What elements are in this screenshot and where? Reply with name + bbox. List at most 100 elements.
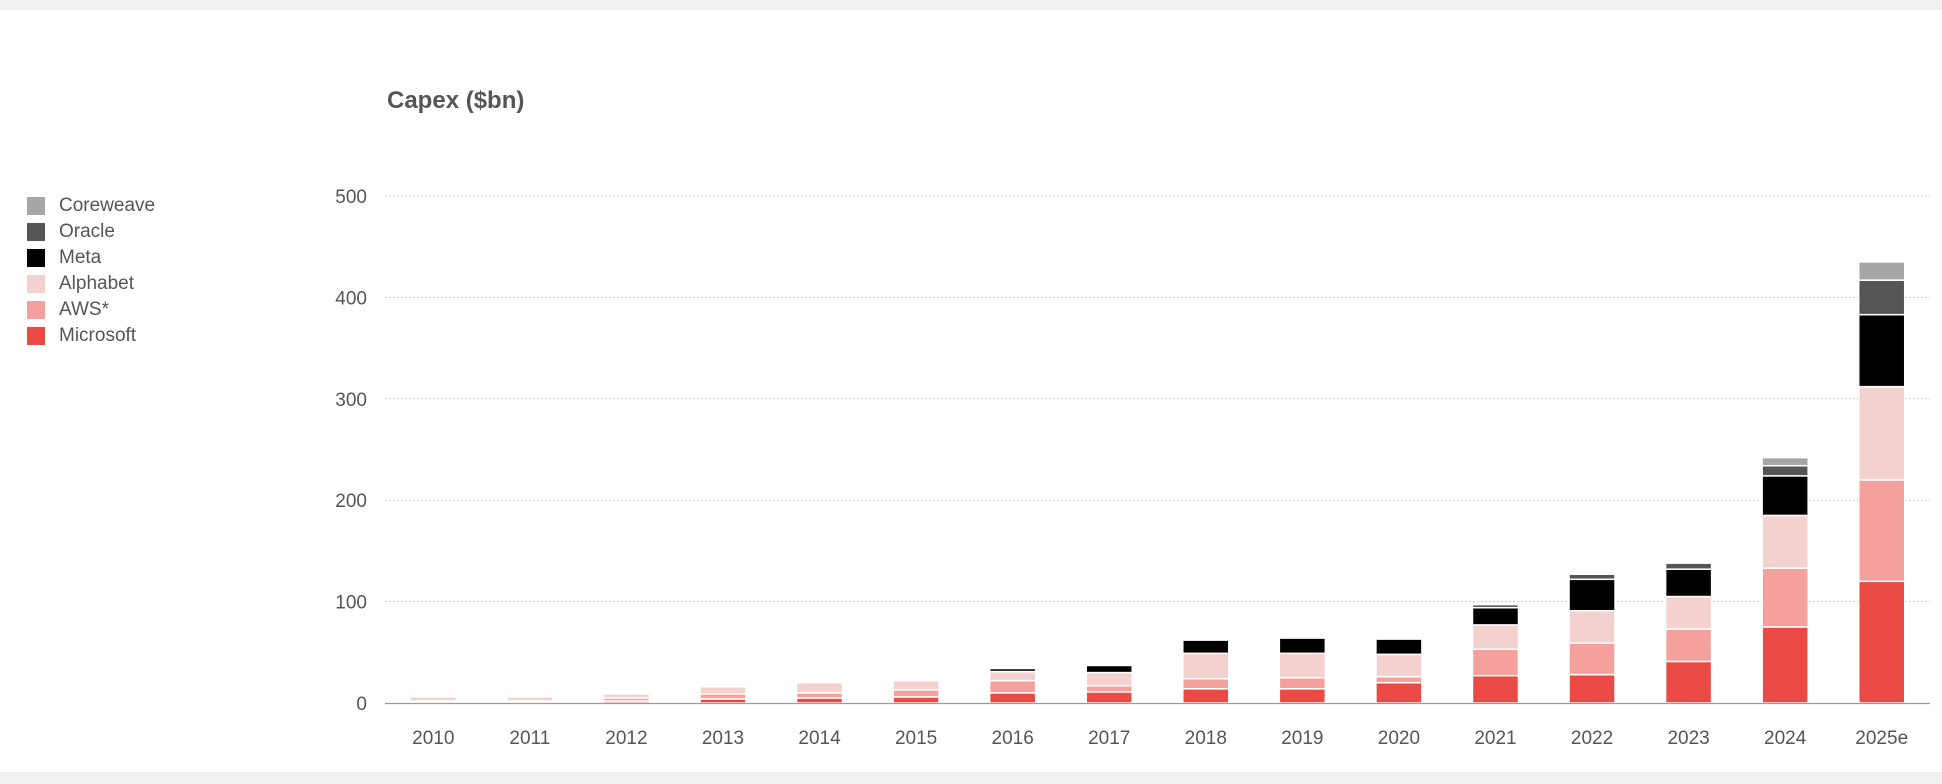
x-tick-label: 2019 [1281,728,1323,749]
x-tick-label: 2017 [1088,728,1130,749]
bar-segment [1375,638,1423,656]
bar-stack-2017 [1085,664,1133,704]
bar-segment [1471,648,1520,677]
bar-segment [1085,664,1133,674]
legend-swatch [27,327,45,345]
legend-swatch [27,249,45,267]
legend-item: Meta [27,245,155,271]
bar-segment [1278,652,1327,679]
bar-segment [1857,279,1906,316]
legend-swatch [27,301,45,319]
bar-segment [1375,681,1423,704]
legend-item: Coreweave [27,193,155,219]
bar-segment [1664,660,1713,704]
bar-segment [1471,606,1520,626]
bar-segment [1085,671,1133,687]
x-tick-label: 2022 [1571,728,1613,749]
bar-segment [506,696,554,702]
legend-swatch [27,275,45,293]
bar-stack-2014 [795,680,844,704]
bar-segment [988,670,1037,682]
bar-stack-2020 [1375,638,1423,704]
bar-segment [1568,642,1616,676]
bar-segment [1761,567,1809,628]
y-tick-label: 400 [335,288,367,309]
bar-segment [1664,568,1713,598]
bar-segment [1664,561,1713,564]
bar-stack-2015 [892,678,940,704]
bar-segment [1857,313,1906,388]
bar-segment [892,689,940,698]
bar-segment [1085,691,1133,704]
bar-segment [1085,685,1133,693]
bar-segment [1761,626,1809,704]
bar-segment [892,679,940,691]
legend-label: Alphabet [59,273,135,294]
chart-panel: Coreweave Oracle Meta Alphabet AWS* Microsoft… [0,10,1942,772]
bars [409,261,1906,704]
bar-segment [1182,652,1230,680]
chart-legend: Coreweave Oracle Meta Alphabet AWS* Microsoft [27,193,155,349]
bar-stack-2011 [506,696,554,704]
bar-segment [1568,573,1616,581]
x-tick-label: 2021 [1474,728,1516,749]
legend-label: Microsoft [59,325,137,346]
bar-segment [1182,688,1230,704]
x-tick-label: 2014 [798,728,841,749]
legend-swatch [27,197,45,215]
bar-segment [1857,479,1906,583]
bar-segment [1568,673,1616,704]
y-tick-label: 200 [335,491,367,512]
bar-segment [1568,609,1616,644]
bar-stack-2022 [1568,573,1616,704]
bar-segment [409,696,458,702]
axes: 0 100 200 300 400 500 2010 2011 2012 2013 2014 2015… [335,187,1930,749]
bar-segment [892,678,940,682]
x-tick-label: 2011 [509,728,550,749]
legend-item: AWS* [27,297,155,323]
legend-item: Oracle [27,219,155,245]
bar-segment [1471,674,1520,704]
legend-item: Alphabet [27,271,155,297]
legend-label: Coreweave [59,195,156,216]
chart-title: Capex ($bn) [387,87,524,114]
bar-segment [602,692,651,695]
legend-swatch [27,223,45,241]
bar-segment [1761,456,1809,467]
bar-segment [1471,624,1520,651]
bar-segment [1664,628,1713,663]
gridlines [385,195,1930,603]
y-tick-label: 0 [356,694,367,715]
x-tick-label: 2020 [1378,728,1420,749]
bar-segment [795,697,844,704]
x-tick-label: 2018 [1185,728,1227,749]
x-tick-label: 2016 [992,728,1034,749]
bar-segment [1375,675,1423,684]
bar-stack-2023 [1664,561,1713,704]
bar-stack-2019 [1278,637,1327,704]
bar-segment [1857,580,1906,704]
stacked-bar-chart: Capex ($bn) 0 100 200 300 400 500 2010 2011 2012… [335,87,1930,749]
y-tick-label: 100 [335,593,367,614]
bar-stack-2025e [1857,261,1906,704]
x-tick-label: 2025e [1855,728,1908,749]
bar-stack-2021 [1471,603,1520,704]
bar-segment [1664,562,1713,570]
bar-segment [1664,595,1713,630]
bar-stack-2013 [699,685,747,704]
x-tick-label: 2015 [895,728,937,749]
legend-label: AWS* [59,299,109,320]
legend-label: Oracle [59,221,115,242]
bar-segment [1182,639,1230,655]
bar-segment [1375,653,1423,678]
bar-segment [1857,385,1906,481]
y-tick-label: 500 [335,187,367,208]
bar-segment [1278,688,1327,704]
bar-segment [988,692,1037,704]
bar-segment [1278,676,1327,690]
bar-segment [699,685,747,688]
bar-stack-2012 [602,692,651,704]
bar-segment [795,692,844,699]
x-tick-label: 2012 [605,728,647,749]
bar-segment [988,667,1037,673]
